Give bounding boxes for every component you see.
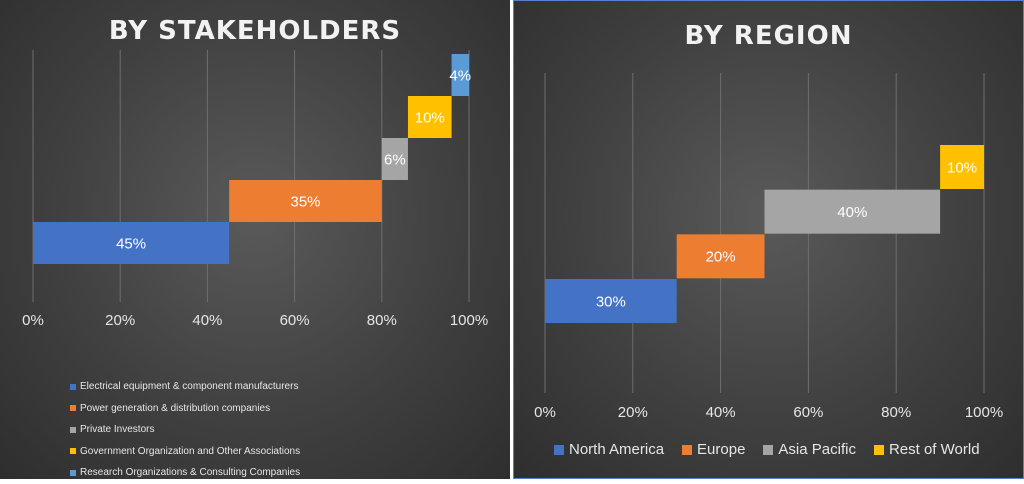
legend-label: Rest of World bbox=[888, 441, 980, 458]
x-tick-label: 40% bbox=[192, 312, 222, 329]
legend-label: Europe bbox=[697, 441, 746, 458]
legend-label: Research Organizations & Consulting Comp… bbox=[80, 467, 301, 479]
legend-item: Research Organizations & Consulting Comp… bbox=[70, 462, 300, 484]
x-tick-label: 100% bbox=[965, 404, 1003, 421]
data-label: 10% bbox=[947, 159, 977, 176]
legend-label: Private Investors bbox=[80, 424, 155, 436]
chart-title: BY STAKEHOLDERS bbox=[108, 16, 402, 46]
x-tick-label: 0% bbox=[22, 312, 44, 329]
data-label: 30% bbox=[596, 293, 626, 310]
legend-item: Power generation & distribution companie… bbox=[70, 398, 300, 420]
legend-swatch bbox=[70, 469, 76, 476]
legend-item: Rest of World bbox=[873, 441, 980, 458]
legend-swatch bbox=[70, 448, 76, 455]
region-chart-panel: BY REGION 0% 20% 40% 60% 80% 100% 30% 20% 40% 10%… bbox=[513, 0, 1024, 479]
legend-swatch bbox=[70, 405, 76, 412]
legend-label: Electrical equipment & component manufac… bbox=[80, 381, 299, 393]
legend-swatch bbox=[554, 444, 564, 455]
data-label: 35% bbox=[290, 193, 320, 210]
data-label: 6% bbox=[384, 151, 406, 168]
data-label: 45% bbox=[116, 235, 146, 252]
region-legend: North America Europe Asia Pacific Rest of W… bbox=[554, 441, 980, 458]
x-tick-label: 80% bbox=[881, 404, 911, 421]
x-tick-label: 20% bbox=[105, 312, 135, 329]
data-label: 40% bbox=[837, 204, 867, 221]
bar bbox=[451, 54, 469, 96]
stakeholders-plot: 0% 20% 40% 60% 80% 100% 45% 35% 6% 10% 4% bbox=[22, 50, 488, 329]
bar bbox=[764, 189, 941, 234]
x-tick-label: 60% bbox=[280, 312, 310, 329]
region-plot: 0% 20% 40% 60% 80% 100% 30% 20% 40% 10% bbox=[534, 73, 1003, 421]
legend-label: Asia Pacific bbox=[778, 441, 856, 458]
legend-item: Government Organization and Other Associ… bbox=[70, 441, 300, 463]
legend-swatch bbox=[763, 444, 774, 455]
legend-label: Government Organization and Other Associ… bbox=[80, 445, 301, 457]
legend-swatch bbox=[873, 444, 884, 455]
bar bbox=[381, 138, 408, 180]
x-tick-label: 40% bbox=[706, 404, 736, 421]
data-label: 20% bbox=[706, 249, 736, 266]
bar bbox=[676, 234, 765, 279]
bar bbox=[407, 96, 452, 138]
legend-item: Electrical equipment & component manufac… bbox=[70, 376, 300, 398]
legend-swatch bbox=[70, 426, 76, 433]
data-label: 10% bbox=[415, 109, 445, 126]
bar bbox=[545, 279, 677, 323]
legend-item: Asia Pacific bbox=[763, 441, 856, 458]
x-tick-label: 0% bbox=[534, 404, 556, 421]
bar bbox=[940, 145, 984, 189]
legend-swatch bbox=[682, 444, 693, 455]
stakeholders-legend: Electrical equipment & component manufac… bbox=[70, 376, 300, 484]
x-tick-label: 20% bbox=[618, 404, 648, 421]
legend-item: Private Investors bbox=[70, 419, 300, 441]
bar bbox=[229, 180, 382, 222]
x-tick-label: 80% bbox=[367, 312, 397, 329]
stakeholders-chart-panel: BY STAKEHOLDERS 0% 20% 40% 60% 80% 100% 45% 35%… bbox=[0, 0, 510, 479]
legend-item: North America bbox=[554, 441, 664, 458]
bar bbox=[33, 222, 230, 264]
data-label: 4% bbox=[449, 67, 471, 84]
legend-swatch bbox=[70, 383, 76, 390]
x-tick-label: 100% bbox=[450, 312, 488, 329]
x-tick-label: 60% bbox=[793, 404, 823, 421]
chart-title: BY REGION bbox=[684, 21, 853, 51]
legend-label: North America bbox=[569, 441, 665, 458]
legend-label: Power generation & distribution companie… bbox=[80, 402, 271, 414]
legend-item: Europe bbox=[682, 441, 745, 458]
